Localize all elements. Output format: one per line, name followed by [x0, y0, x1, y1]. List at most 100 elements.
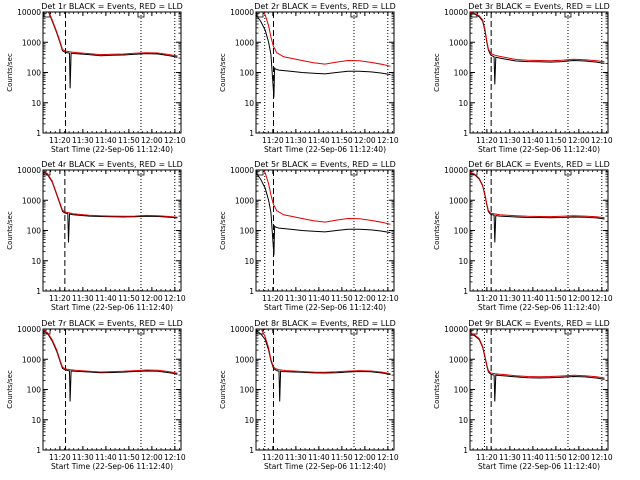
- x-tick-label: 11:30: [72, 136, 94, 145]
- x-tick-label: 11:30: [499, 294, 521, 303]
- start-box-marker: [470, 328, 478, 335]
- y-tick-label: 10000: [230, 325, 254, 334]
- y-axis-label: Counts/sec: [6, 211, 14, 250]
- x-tick-label: 12:00: [141, 294, 163, 303]
- x-tick-label: 11:40: [308, 453, 330, 462]
- events-rate-line: [256, 329, 391, 402]
- x-tick-label: 11:30: [499, 136, 521, 145]
- detector-panel: 1 10 100 1000 10000 11:20 11:30 11:40 11:50 12:00…: [433, 319, 613, 471]
- y-tick-label: 1: [463, 129, 468, 138]
- y-axis-label: Counts/sec: [433, 211, 441, 250]
- detector-panel: 1 10 100 1000 10000 11:20 11:30 11:40 11:50 12:00…: [219, 319, 399, 471]
- y-tick-label: 1000: [22, 38, 41, 47]
- x-tick-label: 11:40: [308, 294, 330, 303]
- x-tick-label: 11:20: [476, 136, 498, 145]
- x-tick-label: 12:00: [568, 294, 590, 303]
- x-axis-label: Start Time (22-Sep-06 11:12:40): [478, 303, 600, 312]
- x-tick-label: 12:00: [354, 294, 376, 303]
- y-tick-label: 10: [31, 416, 41, 425]
- x-axis-label: Start Time (22-Sep-06 11:12:40): [51, 145, 173, 154]
- x-tick-label: 11:50: [331, 136, 353, 145]
- x-tick-label: 11:50: [118, 294, 140, 303]
- y-tick-label: 10000: [230, 8, 254, 17]
- x-axis-label: Start Time (22-Sep-06 11:12:40): [478, 145, 600, 154]
- events-rate-line: [470, 12, 605, 85]
- lld-rate-line: [470, 171, 605, 219]
- y-tick-label: 10: [244, 257, 254, 266]
- x-tick-label: 11:40: [95, 136, 117, 145]
- y-tick-label: 100: [454, 69, 469, 78]
- y-tick-label: 10: [458, 99, 468, 108]
- x-tick-label: 11:50: [545, 136, 567, 145]
- events-rate-line: [256, 172, 391, 256]
- plot-frame: [42, 11, 182, 134]
- y-tick-label: 100: [27, 69, 42, 78]
- x-tick-label: 11:40: [95, 294, 117, 303]
- y-tick-label: 100: [240, 69, 255, 78]
- x-tick-label: 12:10: [377, 294, 399, 303]
- events-rate-line: [48, 12, 178, 89]
- x-axis-label: Start Time (22-Sep-06 11:12:40): [51, 462, 173, 471]
- detector-panel: 1 10 100 1000 10000 11:20 11:30 11:40 11:50 12:00…: [6, 319, 186, 471]
- x-axis-label: Start Time (22-Sep-06 11:12:40): [51, 303, 173, 312]
- x-tick-label: 11:20: [476, 294, 498, 303]
- x-tick-label: 11:30: [72, 294, 94, 303]
- interval-box-marker: [137, 11, 145, 18]
- lld-rate-line: [470, 332, 605, 379]
- events-rate-line: [43, 170, 178, 243]
- y-tick-label: 10000: [230, 166, 254, 175]
- y-tick-label: 1000: [22, 355, 41, 364]
- y-tick-label: 10000: [17, 166, 41, 175]
- y-tick-label: 10000: [444, 8, 468, 17]
- y-tick-label: 100: [240, 227, 255, 236]
- y-tick-label: 1: [463, 446, 468, 455]
- y-tick-label: 1000: [235, 38, 254, 47]
- x-tick-label: 11:40: [308, 136, 330, 145]
- events-rate-line: [470, 333, 605, 402]
- y-tick-label: 100: [27, 227, 42, 236]
- x-tick-label: 11:20: [262, 294, 284, 303]
- x-axis-label: Start Time (22-Sep-06 11:12:40): [264, 145, 386, 154]
- x-tick-label: 11:40: [522, 136, 544, 145]
- x-axis-label: Start Time (22-Sep-06 11:12:40): [478, 462, 600, 471]
- y-tick-label: 1000: [449, 38, 468, 47]
- panel-title: Det 2r BLACK = Events, RED = LLD: [254, 2, 396, 11]
- x-tick-label: 11:20: [262, 453, 284, 462]
- x-tick-label: 11:30: [499, 453, 521, 462]
- x-tick-label: 11:40: [95, 453, 117, 462]
- lld-rate-line: [262, 170, 391, 225]
- x-tick-label: 11:50: [118, 136, 140, 145]
- y-tick-label: 1000: [22, 196, 41, 205]
- x-tick-label: 11:50: [545, 453, 567, 462]
- interval-box-marker: [350, 169, 358, 176]
- x-tick-label: 12:00: [354, 136, 376, 145]
- panel-title: Det 3r BLACK = Events, RED = LLD: [468, 2, 610, 11]
- panel-title: Det 7r BLACK = Events, RED = LLD: [41, 319, 183, 328]
- panel-title: Det 4r BLACK = Events, RED = LLD: [41, 160, 183, 169]
- x-tick-label: 11:20: [476, 453, 498, 462]
- interval-box-marker: [137, 328, 145, 335]
- lld-rate-line: [43, 329, 178, 374]
- interval-box-marker: [564, 328, 572, 335]
- x-axis-label: Start Time (22-Sep-06 11:12:40): [264, 303, 386, 312]
- detector-panel: 1 10 100 1000 10000 11:20 11:30 11:40 11:50 12:00…: [219, 160, 399, 312]
- interval-box-marker: [137, 169, 145, 176]
- y-tick-label: 100: [454, 386, 469, 395]
- panel-title: Det 5r BLACK = Events, RED = LLD: [254, 160, 396, 169]
- x-tick-label: 11:20: [49, 136, 71, 145]
- x-tick-label: 12:00: [568, 453, 590, 462]
- x-tick-label: 11:30: [285, 136, 307, 145]
- x-tick-label: 11:20: [49, 294, 71, 303]
- plot-frame: [42, 169, 182, 292]
- x-tick-label: 11:30: [285, 453, 307, 462]
- y-tick-label: 10: [244, 99, 254, 108]
- lld-rate-line: [470, 12, 605, 63]
- y-tick-label: 100: [454, 227, 469, 236]
- y-axis-label: Counts/sec: [6, 370, 14, 409]
- plot-frame: [255, 328, 395, 451]
- y-axis-label: Counts/sec: [219, 370, 227, 409]
- x-axis-label: Start Time (22-Sep-06 11:12:40): [264, 462, 386, 471]
- y-axis-label: Counts/sec: [6, 53, 14, 92]
- y-tick-label: 1: [36, 129, 41, 138]
